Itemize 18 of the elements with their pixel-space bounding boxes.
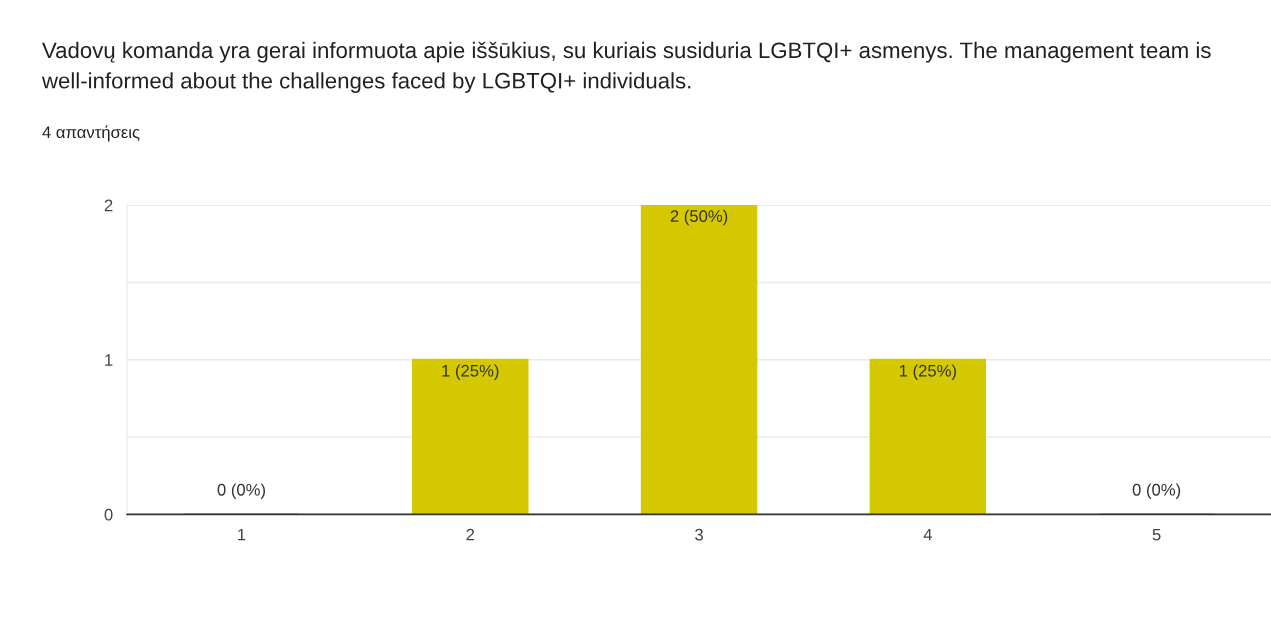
- x-tick-label: 3: [695, 528, 703, 541]
- x-tick-label: 5: [1152, 528, 1161, 541]
- data-label: 0 (0%): [1132, 483, 1181, 499]
- y-tick-label: 0: [104, 508, 113, 521]
- data-label: 2 (50%): [670, 209, 728, 226]
- data-label: 1 (25%): [442, 364, 499, 380]
- bar: [640, 205, 758, 515]
- data-label: 0 (0%): [217, 483, 265, 499]
- y-tick-label: 2: [104, 199, 113, 212]
- bar: [412, 358, 529, 515]
- x-tick-label: 4: [923, 528, 932, 541]
- chart-subtitle: 4 απαντήσεις: [42, 125, 140, 142]
- y-tick-label: 1: [105, 354, 113, 366]
- x-tick-label: 1: [238, 528, 246, 541]
- data-label: 1 (25%): [899, 364, 956, 380]
- x-tick-label: 2: [466, 528, 475, 541]
- bar: [869, 358, 987, 515]
- chart-title: Vadovų komanda yra gerai informuota apie iššūkius, su kuriais susiduria LGBTQI+ asmenys. The management team is well-informed about the challenges faced by LGBTQI+ individuals.: [41, 41, 1211, 93]
